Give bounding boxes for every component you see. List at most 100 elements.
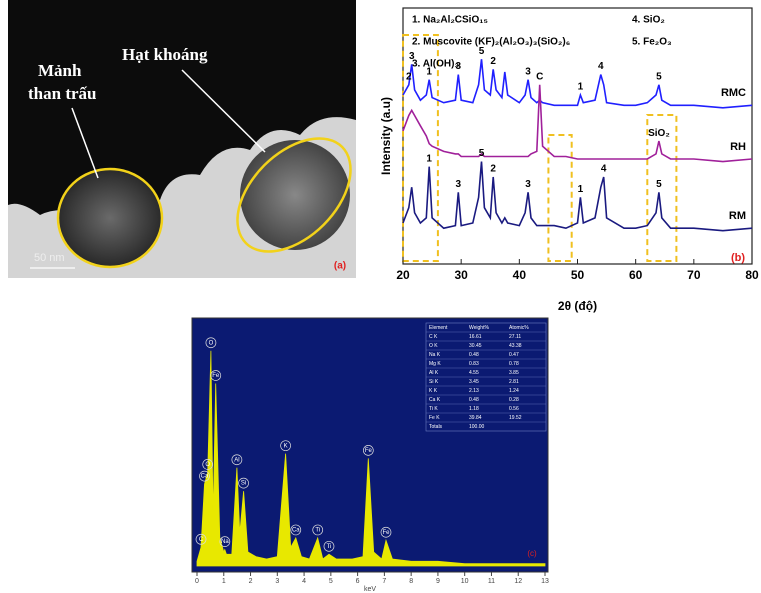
- arrow: [71, 107, 99, 179]
- x-tick-label: 1: [222, 578, 226, 585]
- table-cell: 0.47: [509, 352, 519, 358]
- table-cell: 0.78: [509, 361, 519, 367]
- tem-dark-region: [8, 0, 356, 215]
- peak-label: Al: [234, 457, 239, 463]
- table-cell: 19.52: [509, 415, 522, 421]
- peak-label: C: [536, 71, 543, 82]
- x-tick-label: 60: [629, 268, 643, 282]
- series-line: [402, 84, 753, 163]
- highlight-box: [646, 114, 678, 262]
- peak-label: 2: [490, 56, 496, 67]
- x-tick-label: 20: [396, 268, 410, 282]
- x-tick-label: 3: [275, 578, 279, 585]
- peak-label: 3: [455, 61, 461, 72]
- peak-label: Ca: [292, 527, 300, 533]
- peak-marker: [290, 524, 302, 536]
- table-cell: 1.24: [509, 388, 519, 394]
- peak-label: 4: [598, 61, 604, 72]
- peak-marker: [238, 477, 249, 489]
- table-header: Weight%: [469, 325, 489, 331]
- x-tick-label: 80: [745, 268, 759, 282]
- table-cell: Fe K: [429, 415, 440, 421]
- x-tick-label: 8: [409, 578, 413, 585]
- peak-marker: [219, 536, 231, 547]
- table-cell: 2.81: [509, 379, 519, 385]
- highlight-ellipse: [56, 167, 164, 269]
- peak-marker: [380, 526, 392, 538]
- table-cell: Mg K: [429, 361, 441, 367]
- peak-marker: [195, 533, 207, 545]
- fragment-label: than trấu: [28, 84, 96, 103]
- table-cell: 3.85: [509, 370, 519, 376]
- table-cell: Ca K: [429, 397, 441, 403]
- x-tick-label: 7: [382, 578, 386, 585]
- table-cell: C K: [429, 334, 438, 340]
- series-label: RMC: [721, 87, 746, 99]
- x-tick-label: 40: [513, 268, 527, 282]
- peak-label: 5: [656, 179, 662, 190]
- panel-label: (a): [334, 261, 346, 272]
- table-cell: O K: [429, 343, 438, 349]
- peak-marker: [205, 337, 217, 349]
- table-cell: 0.28: [509, 397, 519, 403]
- legend-entry: 2. Muscovite (KF)₂(Al₂O₃)₃(SiO₂)₆: [412, 37, 570, 48]
- table-cell: K K: [429, 388, 438, 394]
- peak-label: Fe: [212, 373, 220, 379]
- peak-label: 1: [578, 184, 584, 195]
- x-axis-label: 2θ (độ): [558, 299, 597, 313]
- tem-panel: Mảnh than trấu Hạt khoáng 50 nm (a): [8, 0, 356, 278]
- peak-label: Ti: [327, 544, 332, 550]
- peak-marker: [312, 524, 324, 536]
- table-cell: 39.84: [469, 415, 482, 421]
- x-tick-label: 50: [571, 268, 585, 282]
- peak-label: 1: [426, 153, 432, 164]
- table-cell: 27.11: [509, 334, 521, 340]
- peak-label: K: [284, 443, 288, 449]
- series-label: RM: [729, 210, 746, 222]
- table-cell: 0.48: [469, 397, 479, 403]
- peak-label: SiO₂: [648, 128, 670, 139]
- panel-label: (b): [731, 252, 745, 264]
- scale-label: 50 nm: [34, 252, 65, 264]
- peak-marker: [199, 470, 210, 482]
- legend-entry: 4. SiO₂: [632, 15, 665, 26]
- tem-particle: [240, 140, 350, 250]
- x-tick-label: 9: [436, 578, 440, 585]
- highlight-box: [547, 134, 573, 262]
- peak-label: 3: [409, 51, 415, 62]
- table-cell: Totals: [429, 424, 443, 430]
- series-line: [402, 161, 753, 232]
- x-axis-label: keV: [364, 586, 376, 593]
- peak-label: Fe: [365, 448, 373, 454]
- arrow: [181, 69, 266, 153]
- fragment-label: Mảnh: [38, 61, 82, 80]
- table-cell: 43.38: [509, 343, 522, 349]
- peak-label: 1: [578, 82, 584, 93]
- highlight-ellipse: [236, 137, 352, 253]
- table-cell: 0.56: [509, 406, 519, 412]
- table-cell: Si K: [429, 379, 439, 385]
- peak-label: Si: [241, 481, 246, 487]
- peak-label: 3: [455, 179, 461, 190]
- x-tick-label: 4: [302, 578, 306, 585]
- table-cell: Al K: [429, 370, 439, 376]
- y-axis-label: Intensity (a.u): [379, 97, 393, 175]
- tem-particle: [58, 170, 162, 266]
- peak-label: O: [205, 462, 210, 468]
- peak-label: 2: [406, 71, 412, 82]
- peak-label: Na: [221, 539, 229, 545]
- series-label: RH: [730, 141, 746, 153]
- table-cell: 100.00: [469, 424, 485, 430]
- x-tick-label: 13: [541, 578, 549, 585]
- x-tick-label: 11: [488, 578, 495, 585]
- peak-label: Fe: [382, 530, 390, 536]
- legend-entry: 3. Al(OH)₃: [412, 59, 459, 70]
- x-tick-label: 70: [687, 268, 701, 282]
- x-tick-label: 2: [249, 578, 253, 585]
- x-tick-label: 0: [195, 578, 199, 585]
- peak-marker: [280, 440, 291, 452]
- mineral-label: Hạt khoáng: [122, 45, 208, 64]
